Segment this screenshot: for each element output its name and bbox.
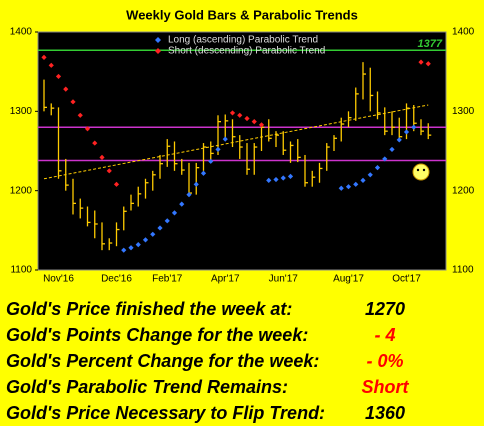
- trend-dot: [389, 146, 395, 153]
- y-tick-label: 1400: [10, 27, 33, 38]
- y-tick-label: 1200: [10, 185, 33, 196]
- trend-dot: [229, 110, 236, 116]
- trend-dot: [41, 54, 47, 60]
- x-tick-label: Feb'17: [152, 274, 183, 285]
- y-tick-label: 1100: [10, 265, 32, 276]
- y-tick-label: 1300: [10, 106, 33, 117]
- trend-dot: [106, 168, 112, 174]
- trend-dot: [411, 124, 417, 130]
- x-tick-label: Aug'17: [333, 274, 364, 285]
- table-row: Gold's Percent Change for the week: - 0%: [0, 348, 484, 374]
- trend-dot: [142, 237, 149, 243]
- trend-line: [43, 104, 429, 180]
- trend-dot: [179, 201, 185, 207]
- trend-dot: [237, 112, 243, 118]
- trend-dot: [273, 176, 279, 183]
- trend-dot: [99, 154, 105, 160]
- trend-dot: [425, 61, 431, 67]
- y-tick-label-right: 1100: [452, 265, 474, 276]
- row-value: 1270: [364, 299, 406, 319]
- plot-area: [37, 31, 447, 271]
- legend-label: Short (descending) Parabolic Trend: [168, 46, 325, 57]
- summary-table: Gold's Price finished the week at: 1270 Go…: [0, 296, 484, 426]
- y-tick-label-right: 1300: [452, 106, 475, 117]
- trend-dot: [280, 175, 286, 181]
- trend-dot: [382, 156, 388, 162]
- trend-dot: [186, 192, 192, 198]
- trend-dot: [244, 115, 250, 122]
- legend-label: Long (ascending) Parabolic Trend: [168, 35, 318, 46]
- trend-dot: [193, 181, 199, 187]
- trend-dot: [374, 165, 381, 171]
- table-row: Gold's Price Necessary to Flip Trend: 136…: [0, 400, 484, 426]
- trend-dot: [77, 112, 83, 118]
- trend-dot: [396, 137, 402, 143]
- table-row: Gold's Points Change for the week: - 4: [0, 322, 484, 348]
- x-tick-label: Oct'17: [392, 274, 421, 285]
- trend-dot: [367, 172, 373, 178]
- trend-dot: [70, 99, 76, 105]
- table-row: Gold's Parabolic Trend Remains: Short: [0, 374, 484, 400]
- trend-dot: [208, 158, 214, 164]
- trend-dot: [215, 146, 221, 153]
- trend-dot: [251, 119, 257, 125]
- trend-dot: [360, 177, 366, 183]
- legend-marker: [155, 48, 161, 54]
- row-value: - 0%: [366, 351, 404, 371]
- y-tick-label-right: 1400: [452, 27, 475, 38]
- trend-dot: [403, 129, 410, 135]
- chart-title: Weekly Gold Bars & Parabolic Trends: [126, 7, 358, 22]
- trend-dot: [353, 181, 359, 187]
- smiley-eye: [422, 168, 426, 172]
- row-label: Gold's Percent Change for the week:: [6, 351, 320, 371]
- trend-dot: [121, 247, 127, 253]
- trend-dot: [222, 136, 228, 142]
- smiley-eye: [416, 168, 420, 172]
- x-tick-label: Nov'16: [43, 274, 74, 285]
- trend-dot: [113, 181, 120, 187]
- x-tick-label: Jun'17: [269, 274, 299, 285]
- trend-dot: [157, 225, 163, 231]
- trend-dot: [55, 73, 62, 80]
- row-label: Gold's Price finished the week at:: [6, 299, 293, 319]
- trend-dot: [338, 185, 344, 191]
- level-label: 1377: [418, 38, 443, 50]
- trend-dot: [92, 140, 98, 146]
- trend-dot: [128, 245, 134, 251]
- trend-dot: [48, 62, 54, 68]
- trend-dot: [135, 242, 141, 248]
- row-value: 1360: [364, 403, 406, 423]
- row-value: - 4: [374, 325, 396, 345]
- smiley-icon: [412, 163, 430, 181]
- row-value: Short: [361, 377, 409, 397]
- trend-dot: [164, 218, 170, 224]
- trend-dot: [63, 86, 69, 92]
- legend-marker: [155, 37, 161, 43]
- trend-dot: [418, 59, 424, 65]
- y-tick-label-right: 1200: [452, 185, 475, 196]
- row-label: Gold's Parabolic Trend Remains:: [6, 377, 289, 397]
- table-row: Gold's Price finished the week at: 1270: [0, 296, 484, 322]
- trend-dot: [171, 210, 178, 216]
- row-label: Gold's Points Change for the week:: [6, 325, 309, 345]
- trend-dot: [266, 177, 272, 183]
- trend-dot: [258, 122, 265, 128]
- trend-dot: [150, 231, 156, 237]
- x-tick-label: Apr'17: [211, 274, 240, 285]
- chart: Weekly Gold Bars & Parabolic Trends 1100…: [10, 7, 475, 285]
- x-tick-label: Dec'16: [101, 274, 132, 285]
- row-label: Gold's Price Necessary to Flip Trend:: [6, 403, 326, 423]
- trend-dot: [345, 184, 352, 190]
- trend-dot: [84, 126, 91, 132]
- trend-dot: [287, 173, 294, 179]
- trend-dot: [200, 170, 207, 176]
